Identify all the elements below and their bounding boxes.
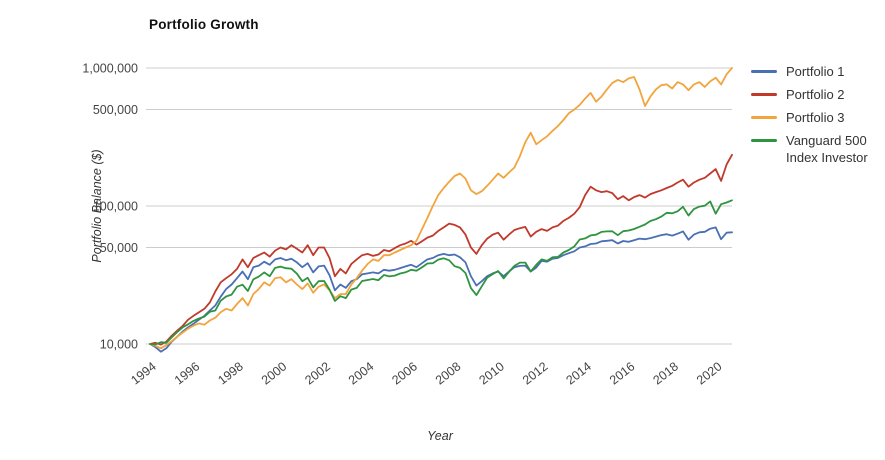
y-tick-label: 100,000	[93, 200, 138, 214]
legend-label: Portfolio 2	[786, 87, 845, 102]
y-tick-label: 500,000	[93, 103, 138, 117]
x-tick-label: 2006	[389, 359, 420, 387]
legend-swatch	[751, 70, 777, 73]
series-line-portfolio-3	[149, 67, 733, 350]
legend-item-portfolio-3[interactable]: Portfolio 3	[751, 109, 881, 126]
legend-label: Vanguard 500 Index Investor	[786, 133, 868, 165]
legend-label: Portfolio 1	[786, 64, 845, 79]
x-axis-title: Year	[427, 429, 453, 443]
legend: Portfolio 1 Portfolio 2 Portfolio 3 Vanguar…	[751, 63, 881, 172]
y-tick-label: 50,000	[100, 241, 138, 255]
legend-item-portfolio-1[interactable]: Portfolio 1	[751, 63, 881, 80]
x-tick-label: 2016	[607, 359, 638, 387]
legend-swatch	[751, 116, 777, 119]
x-tick-label: 2012	[520, 359, 551, 387]
x-tick-label: 2004	[346, 359, 377, 387]
x-tick-label: 2014	[563, 359, 594, 387]
legend-swatch	[751, 139, 777, 142]
x-tick-label: 2000	[259, 359, 290, 387]
legend-item-vanguard-500-index-investor[interactable]: Vanguard 500 Index Investor	[751, 132, 881, 166]
x-tick-label: 1998	[215, 359, 246, 387]
x-tick-label: 2010	[476, 359, 507, 387]
legend-item-portfolio-2[interactable]: Portfolio 2	[751, 86, 881, 103]
x-tick-label: 1994	[128, 359, 159, 387]
y-tick-label: 10,000	[100, 338, 138, 352]
legend-swatch	[751, 93, 777, 96]
series-line-vanguard-500-index-investor	[149, 199, 733, 346]
x-tick-label: 2018	[650, 359, 681, 387]
chart-title: Portfolio Growth	[149, 17, 259, 32]
series-line-portfolio-1	[149, 226, 733, 353]
x-tick-label: 2008	[433, 359, 464, 387]
x-tick-label: 2002	[302, 359, 333, 387]
x-tick-label: 1996	[172, 359, 203, 387]
y-tick-label: 1,000,000	[82, 62, 138, 76]
x-tick-label: 2020	[694, 359, 725, 387]
series-line-portfolio-2	[149, 153, 733, 346]
legend-label: Portfolio 3	[786, 110, 845, 125]
